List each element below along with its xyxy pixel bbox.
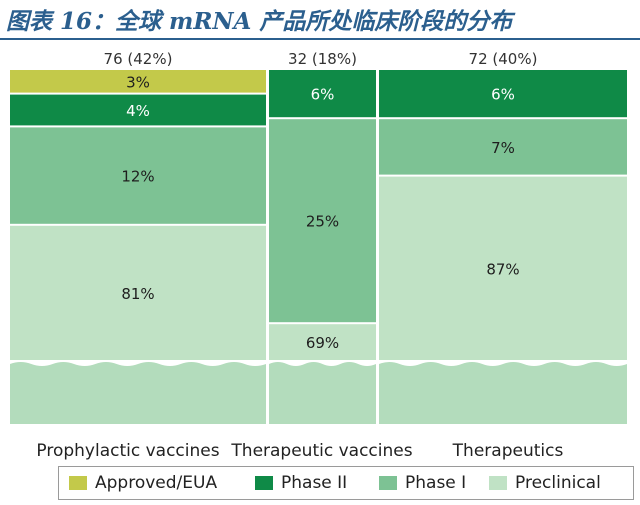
data-label-phase2-3: 6% bbox=[491, 86, 515, 104]
legend-label-preclinical: Preclinical bbox=[515, 473, 601, 493]
category-label-1: Prophylactic vaccines bbox=[36, 441, 219, 461]
bar-segment-phase2-3 bbox=[379, 70, 627, 118]
bar-segment-phase1-3 bbox=[379, 119, 627, 175]
axis-break-segment-2 bbox=[269, 362, 376, 424]
data-label-preclinical-1: 81% bbox=[121, 285, 154, 303]
category-total-2: 32 (18%) bbox=[288, 50, 357, 68]
legend-item-preclinical: Preclinical bbox=[489, 467, 601, 499]
title-rule bbox=[0, 38, 640, 40]
category-label-2: Therapeutic vaccines bbox=[230, 441, 412, 461]
bar-segment-phase2-1 bbox=[10, 94, 266, 126]
bar-segment-preclinical-3 bbox=[379, 176, 627, 360]
category-label-3: Therapeutics bbox=[452, 441, 564, 461]
legend-swatch-approved bbox=[69, 476, 87, 490]
legend-swatch-preclinical bbox=[489, 476, 507, 490]
bar-segment-phase2-2 bbox=[269, 70, 376, 118]
category-total-1: 76 (42%) bbox=[104, 50, 173, 68]
data-label-phase1-1: 12% bbox=[121, 168, 154, 186]
category-total-3: 72 (40%) bbox=[469, 50, 538, 68]
legend-label-approved: Approved/EUA bbox=[95, 473, 218, 493]
bars-layer bbox=[10, 70, 627, 360]
axis-break-band bbox=[10, 362, 627, 424]
legend-swatch-phase2 bbox=[255, 476, 273, 490]
axis-break-segment-1 bbox=[10, 362, 266, 424]
data-label-phase2-2: 6% bbox=[311, 86, 335, 104]
labels-layer: 3% 4% 12% 81% 76 (42%) Prophylactic vaccines 6… bbox=[36, 50, 563, 461]
data-label-approved-1: 3% bbox=[126, 73, 150, 91]
data-label-phase1-2: 25% bbox=[306, 213, 339, 231]
legend-label-phase2: Phase II bbox=[281, 473, 348, 493]
bar-segment-phase1-1 bbox=[10, 127, 266, 224]
bar-segment-phase1-2 bbox=[269, 119, 376, 323]
legend-label-phase1: Phase I bbox=[405, 473, 467, 493]
figure-title: 图表 16：全球 mRNA 产品所处临床阶段的分布 bbox=[6, 8, 513, 35]
data-label-preclinical-2: 69% bbox=[306, 334, 339, 352]
axis-break-segment-3 bbox=[379, 362, 627, 424]
bar-segment-preclinical-1 bbox=[10, 225, 266, 360]
legend-item-phase1: Phase I bbox=[379, 467, 466, 499]
legend-item-phase2: Phase II bbox=[255, 467, 347, 499]
legend-swatch-phase1 bbox=[379, 476, 397, 490]
legend-item-approved: Approved/EUA bbox=[69, 467, 217, 499]
data-label-preclinical-3: 87% bbox=[486, 260, 519, 278]
bar-segment-approved-1 bbox=[10, 70, 266, 93]
data-label-phase2-1: 4% bbox=[126, 102, 150, 120]
data-label-phase1-3: 7% bbox=[491, 139, 515, 157]
bar-segment-preclinical-2 bbox=[269, 324, 376, 360]
legend: Approved/EUA Phase II Phase I Preclinica… bbox=[58, 466, 634, 500]
